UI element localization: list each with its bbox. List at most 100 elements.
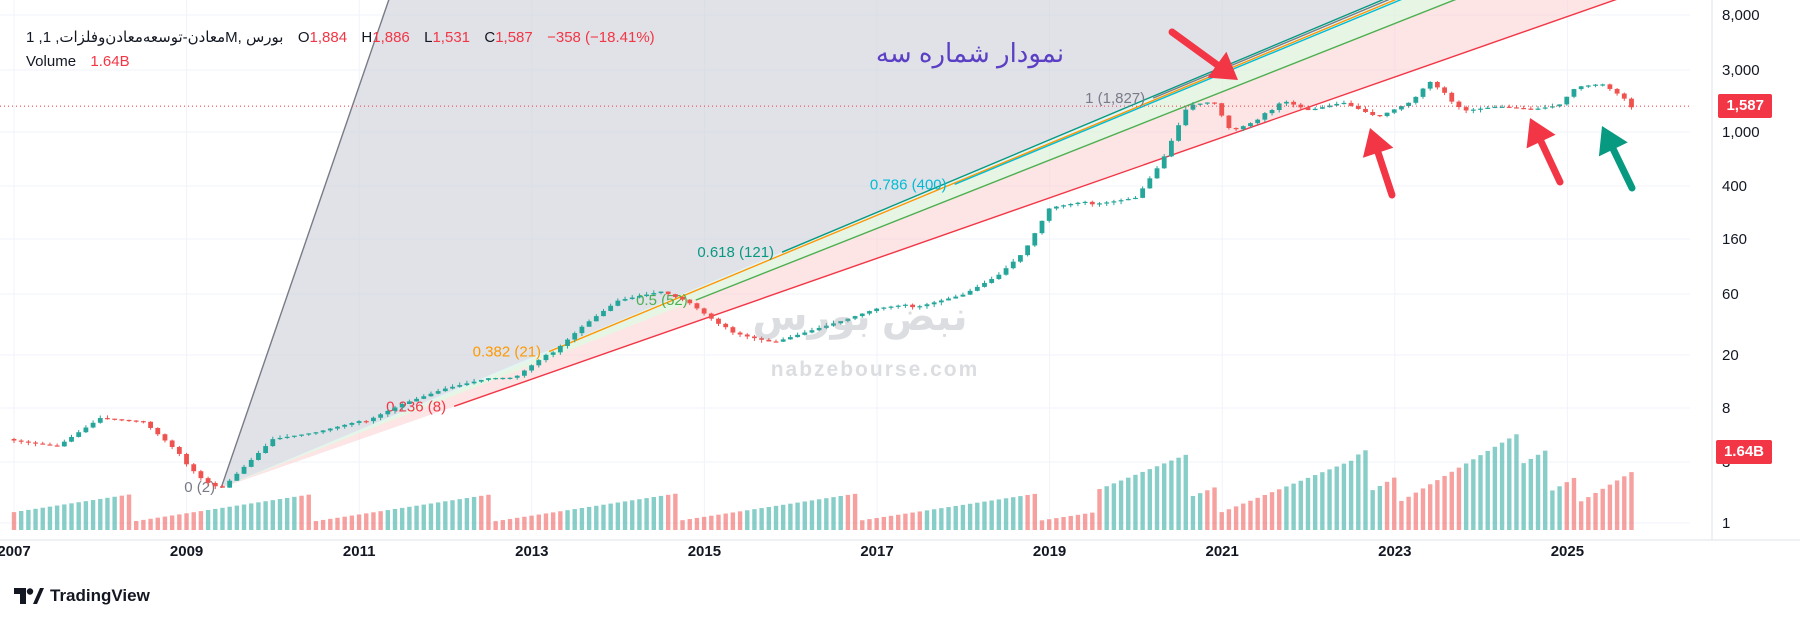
- volume-bar: [543, 513, 549, 530]
- volume-bar: [1427, 484, 1433, 530]
- candle-body: [773, 341, 779, 343]
- candle-body: [335, 426, 340, 429]
- candle-body: [378, 414, 384, 418]
- volume-bar: [191, 512, 196, 530]
- volume-bar: [960, 504, 966, 530]
- x-tick-label: 2019: [1033, 543, 1066, 560]
- candle-body: [25, 441, 31, 443]
- volume-bar: [529, 515, 534, 530]
- red-arrow-2023: [1362, 128, 1396, 199]
- volume-bar: [701, 516, 707, 530]
- volume-value: 1.64B: [90, 53, 130, 70]
- candle-body: [421, 396, 427, 399]
- volume-bar: [1499, 442, 1505, 530]
- volume-bar: [881, 516, 887, 530]
- candle-body: [1147, 178, 1153, 189]
- candle-body: [500, 377, 506, 380]
- candle-body: [1600, 84, 1606, 86]
- candle-body: [140, 421, 146, 423]
- fib-labels: 0 (2) 0.236 (8) 0.382 (21) 0.5 (52) 0.618 (1…: [184, 90, 1145, 496]
- candle-body: [1485, 107, 1491, 109]
- candle-body: [1506, 106, 1512, 108]
- volume-bar: [328, 518, 333, 530]
- y-tick-label: 400: [1722, 178, 1747, 195]
- volume-bar: [1571, 477, 1577, 530]
- candle-body: [406, 401, 412, 404]
- candle-body: [795, 334, 800, 338]
- volume-bar: [579, 507, 585, 530]
- candle-body: [1499, 106, 1505, 108]
- candle-body: [1168, 140, 1174, 157]
- candle-body: [1384, 112, 1390, 117]
- volume-bar: [1126, 477, 1131, 530]
- candle-body: [910, 304, 915, 308]
- low-label: L: [424, 29, 433, 46]
- volume-bar: [996, 499, 1002, 530]
- volume-bar: [1514, 434, 1519, 530]
- volume-bar: [299, 495, 304, 530]
- x-tick-label: 2009: [170, 543, 203, 560]
- candle-body: [1248, 123, 1253, 127]
- volume-bar: [1205, 490, 1210, 530]
- volume-bar: [270, 500, 275, 530]
- volume-bar: [1356, 454, 1361, 530]
- candle-body: [1578, 86, 1584, 90]
- candle-body: [1391, 109, 1397, 113]
- candle-body: [442, 388, 448, 392]
- candle-body: [629, 297, 635, 300]
- volume-bar: [852, 493, 858, 530]
- arrow-shaft: [1374, 149, 1396, 199]
- candle-body: [536, 360, 542, 366]
- volume-bar: [421, 504, 426, 530]
- x-tick-label: 2013: [515, 543, 548, 560]
- volume-bar: [479, 495, 484, 530]
- volume-bar: [558, 511, 563, 530]
- tradingview-logo[interactable]: TradingView: [14, 586, 150, 606]
- candle-body: [557, 345, 563, 353]
- volume-bar: [471, 496, 477, 530]
- candle-body: [1334, 103, 1340, 106]
- low-value: 1,531: [432, 29, 471, 46]
- y-tick-label: 3,000: [1722, 62, 1760, 79]
- x-tick-label: 2007: [0, 543, 31, 560]
- candle-body: [1413, 96, 1419, 103]
- volume-bar: [177, 514, 182, 530]
- candle-body: [809, 330, 815, 333]
- candle-body: [895, 305, 901, 307]
- candle-body: [450, 386, 455, 389]
- candle-body: [967, 290, 973, 295]
- candle-body: [1463, 107, 1469, 111]
- candle-body: [112, 418, 118, 420]
- volume-bar: [234, 505, 240, 530]
- candle-body: [313, 432, 319, 434]
- volume-bar: [1456, 467, 1462, 530]
- candle-body: [888, 306, 894, 308]
- candle-body: [241, 466, 247, 474]
- volume-bar: [1075, 514, 1081, 530]
- candle-body: [845, 318, 851, 322]
- candle-body: [1068, 203, 1074, 206]
- candle-body: [1133, 197, 1138, 200]
- candle-body: [1104, 202, 1110, 204]
- y-tick-label: 1: [1722, 515, 1730, 532]
- candle-body: [1449, 92, 1455, 102]
- volume-bar: [1449, 471, 1454, 530]
- volume-bar: [414, 505, 419, 530]
- volume-bar: [781, 504, 786, 530]
- arrow-shaft: [1609, 145, 1636, 192]
- chart-legend: 1 ,معادن-توسعه‌معادن‌وفلزات, 1M, بورس O1…: [26, 27, 655, 75]
- volume-bar: [1471, 459, 1476, 530]
- candle-body: [946, 298, 951, 301]
- fib-lines: [220, 0, 1617, 489]
- volume-bar: [1233, 506, 1239, 530]
- volume-bar: [205, 509, 211, 530]
- volume-bar: [284, 497, 290, 530]
- volume-bar: [536, 514, 541, 530]
- symbol-title[interactable]: 1 ,معادن-توسعه‌معادن‌وفلزات, 1M, بورس: [26, 29, 284, 46]
- candle-body: [1399, 106, 1404, 110]
- volume-bar: [831, 497, 836, 530]
- candle-body: [550, 352, 556, 355]
- volume-bar: [967, 503, 973, 530]
